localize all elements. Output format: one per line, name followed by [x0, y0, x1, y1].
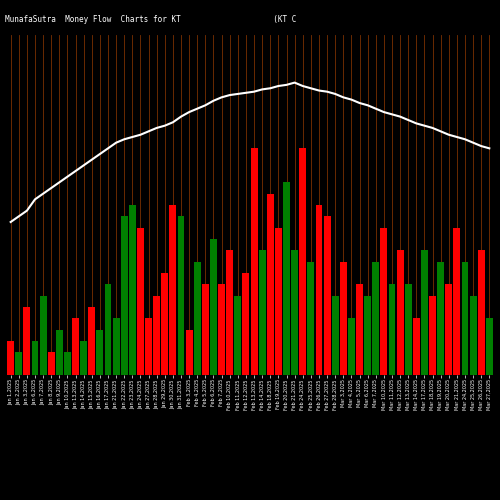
Bar	[48, 352, 54, 375]
Bar	[40, 296, 46, 375]
Bar	[162, 273, 168, 375]
Bar	[137, 228, 144, 375]
Bar	[112, 318, 119, 375]
Bar	[388, 284, 396, 375]
Bar	[24, 307, 30, 375]
Bar	[88, 307, 96, 375]
Bar	[210, 239, 217, 375]
Bar	[478, 250, 484, 375]
Bar	[72, 318, 79, 375]
Bar	[104, 284, 112, 375]
Bar	[332, 296, 338, 375]
Bar	[234, 296, 242, 375]
Bar	[404, 284, 411, 375]
Bar	[308, 262, 314, 375]
Bar	[413, 318, 420, 375]
Bar	[258, 250, 266, 375]
Bar	[421, 250, 428, 375]
Bar	[283, 182, 290, 375]
Bar	[486, 318, 493, 375]
Bar	[170, 205, 176, 375]
Bar	[364, 296, 371, 375]
Bar	[226, 250, 233, 375]
Bar	[454, 228, 460, 375]
Bar	[300, 148, 306, 375]
Bar	[32, 341, 38, 375]
Bar	[218, 284, 225, 375]
Bar	[64, 352, 71, 375]
Bar	[372, 262, 379, 375]
Bar	[56, 330, 63, 375]
Bar	[154, 296, 160, 375]
Bar	[348, 318, 355, 375]
Bar	[80, 341, 87, 375]
Bar	[275, 228, 282, 375]
Bar	[186, 330, 192, 375]
Bar	[145, 318, 152, 375]
Bar	[96, 330, 103, 375]
Bar	[291, 250, 298, 375]
Bar	[202, 284, 209, 375]
Bar	[356, 284, 363, 375]
Bar	[178, 216, 184, 375]
Bar	[242, 273, 250, 375]
Text: MunafaSutra  Money Flow  Charts for KT                    (KT C                 : MunafaSutra Money Flow Charts for KT (KT…	[5, 15, 500, 24]
Bar	[462, 262, 468, 375]
Bar	[16, 352, 22, 375]
Bar	[267, 194, 274, 375]
Bar	[324, 216, 330, 375]
Bar	[7, 341, 14, 375]
Bar	[470, 296, 476, 375]
Bar	[316, 205, 322, 375]
Bar	[380, 228, 388, 375]
Bar	[396, 250, 404, 375]
Bar	[194, 262, 200, 375]
Bar	[446, 284, 452, 375]
Bar	[340, 262, 346, 375]
Bar	[437, 262, 444, 375]
Bar	[129, 205, 136, 375]
Bar	[250, 148, 258, 375]
Bar	[429, 296, 436, 375]
Bar	[121, 216, 128, 375]
